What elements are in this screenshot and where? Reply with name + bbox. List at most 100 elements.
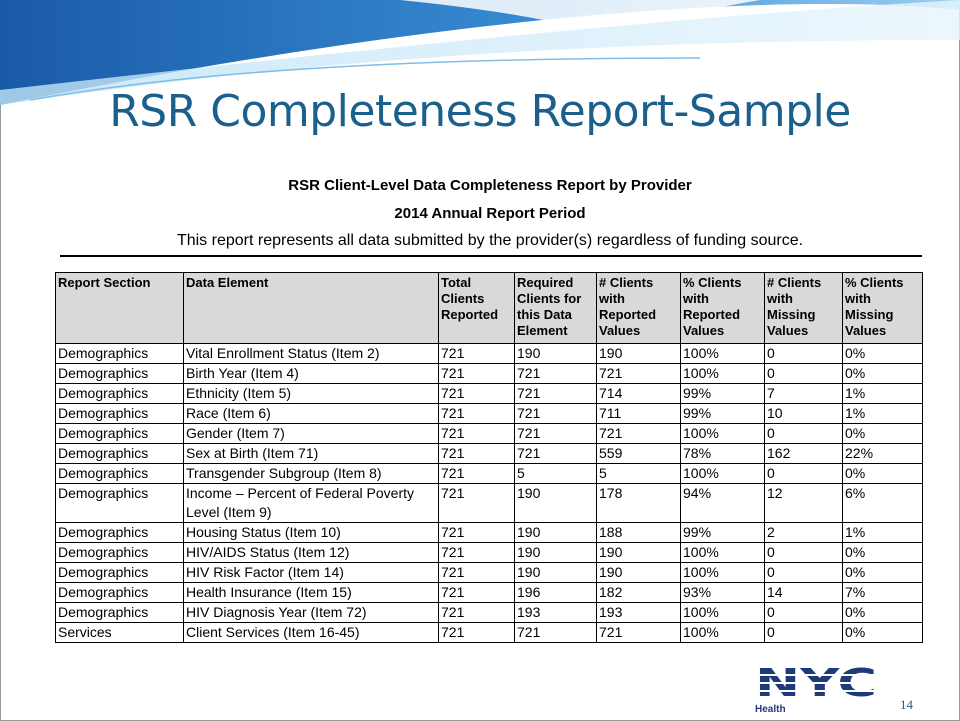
table-cell: 0%: [842, 562, 923, 583]
table-cell: Demographics: [55, 582, 184, 603]
table-cell: 196: [514, 582, 597, 603]
table-cell: 0%: [842, 463, 923, 484]
table-cell: 190: [514, 483, 597, 523]
header-wave: [0, 0, 960, 105]
table-cell: 721: [438, 582, 515, 603]
table-cell: 0: [764, 602, 843, 623]
table-cell: Birth Year (Item 4): [183, 363, 439, 384]
header-cell: % Clients with Missing Values: [842, 272, 923, 344]
table-cell: 5: [514, 463, 597, 484]
table-cell: Demographics: [55, 423, 184, 444]
table-cell: Housing Status (Item 10): [183, 522, 439, 543]
table-cell: Income – Percent of Federal Poverty Leve…: [183, 483, 439, 523]
table-cell: 721: [438, 343, 515, 364]
header-row: Report Section Data Element Total Clients …: [55, 272, 923, 344]
table-cell: 94%: [680, 483, 765, 523]
table-cell: 721: [514, 403, 597, 424]
table-row: Demographics Race (Item 6) 721 721 711 99% 10 1…: [55, 403, 923, 424]
slide-title: RSR Completeness Report-Sample: [109, 86, 851, 137]
table-cell: 190: [596, 343, 681, 364]
header-cell: Total Clients Reported: [438, 272, 515, 344]
table-cell: Demographics: [55, 562, 184, 583]
page-number: 14: [900, 697, 913, 712]
table-cell: 721: [438, 363, 515, 384]
table-cell: 6%: [842, 483, 923, 523]
table-cell: 193: [596, 602, 681, 623]
table-cell: HIV/AIDS Status (Item 12): [183, 542, 439, 563]
table-row: Demographics Income – Percent of Federal …: [55, 483, 923, 523]
header-cell: # Clients with Reported Values: [596, 272, 681, 344]
table-cell: Vital Enrollment Status (Item 2): [183, 343, 439, 364]
table-row: Demographics Ethnicity (Item 5) 721 721 714 9…: [55, 383, 923, 404]
table-cell: 99%: [680, 522, 765, 543]
table-cell: 10: [764, 403, 843, 424]
table-cell: 711: [596, 403, 681, 424]
table-cell: 5: [596, 463, 681, 484]
table-cell: 14: [764, 582, 843, 603]
table-cell: 721: [514, 443, 597, 464]
table-row: Demographics Housing Status (Item 10) 721 1…: [55, 522, 923, 543]
table-row: Services Client Services (Item 16-45) 721 7…: [55, 622, 923, 643]
table-cell: 78%: [680, 443, 765, 464]
table-row: Demographics Transgender Subgroup (Item 8…: [55, 463, 923, 484]
table-cell: 721: [514, 363, 597, 384]
table-cell: Gender (Item 7): [183, 423, 439, 444]
table-cell: 721: [596, 423, 681, 444]
table-cell: 190: [514, 542, 597, 563]
table-cell: 0%: [842, 542, 923, 563]
table-cell: Demographics: [55, 403, 184, 424]
table-cell: 714: [596, 383, 681, 404]
table-cell: 100%: [680, 343, 765, 364]
nyc-health-logo: NYC Health: [752, 662, 882, 714]
table-cell: 0%: [842, 602, 923, 623]
table-cell: 100%: [680, 622, 765, 643]
table-cell: 0: [764, 463, 843, 484]
table-cell: 721: [438, 542, 515, 563]
report-period: 2014 Annual Report Period: [394, 205, 586, 222]
table-cell: 721: [596, 363, 681, 384]
table-cell: 100%: [680, 423, 765, 444]
report-note: This report represents all data submitte…: [176, 232, 804, 249]
table-cell: Demographics: [55, 602, 184, 623]
header-cell: Data Element: [183, 272, 439, 344]
table-cell: Race (Item 6): [183, 403, 439, 424]
table-row: Demographics HIV Risk Factor (Item 14) 721…: [55, 562, 923, 583]
table-cell: 721: [514, 383, 597, 404]
table-cell: Demographics: [55, 522, 184, 543]
table-cell: 0%: [842, 343, 923, 364]
table-cell: 0: [764, 423, 843, 444]
table-cell: 721: [438, 602, 515, 623]
table-cell: 100%: [680, 363, 765, 384]
table-cell: 721: [438, 562, 515, 583]
table-cell: 721: [438, 423, 515, 444]
table-cell: 721: [514, 622, 597, 643]
table-cell: 721: [438, 443, 515, 464]
table-cell: 162: [764, 443, 843, 464]
table-cell: 93%: [680, 582, 765, 603]
table-cell: 0: [764, 622, 843, 643]
table-cell: 559: [596, 443, 681, 464]
table-cell: Transgender Subgroup (Item 8): [183, 463, 439, 484]
table-cell: 1%: [842, 403, 923, 424]
table-cell: 188: [596, 522, 681, 543]
table-cell: HIV Risk Factor (Item 14): [183, 562, 439, 583]
table-cell: 7%: [842, 582, 923, 603]
table-cell: 721: [438, 463, 515, 484]
table-cell: 7: [764, 383, 843, 404]
table-cell: 721: [438, 403, 515, 424]
table-cell: 99%: [680, 403, 765, 424]
table-cell: 190: [514, 522, 597, 543]
header-cell: # Clients with Missing Values: [764, 272, 843, 344]
table-cell: 0: [764, 363, 843, 384]
table-cell: 190: [596, 562, 681, 583]
table-cell: 100%: [680, 463, 765, 484]
table-cell: 0%: [842, 622, 923, 643]
table-cell: 12: [764, 483, 843, 523]
table-cell: 0: [764, 343, 843, 364]
table-cell: 22%: [842, 443, 923, 464]
table-cell: HIV Diagnosis Year (Item 72): [183, 602, 439, 623]
header-cell: Required Clients for this Data Element: [514, 272, 597, 344]
table-row: Demographics HIV/AIDS Status (Item 12) 721…: [55, 542, 923, 563]
table-cell: Ethnicity (Item 5): [183, 383, 439, 404]
table-cell: 1%: [842, 383, 923, 404]
